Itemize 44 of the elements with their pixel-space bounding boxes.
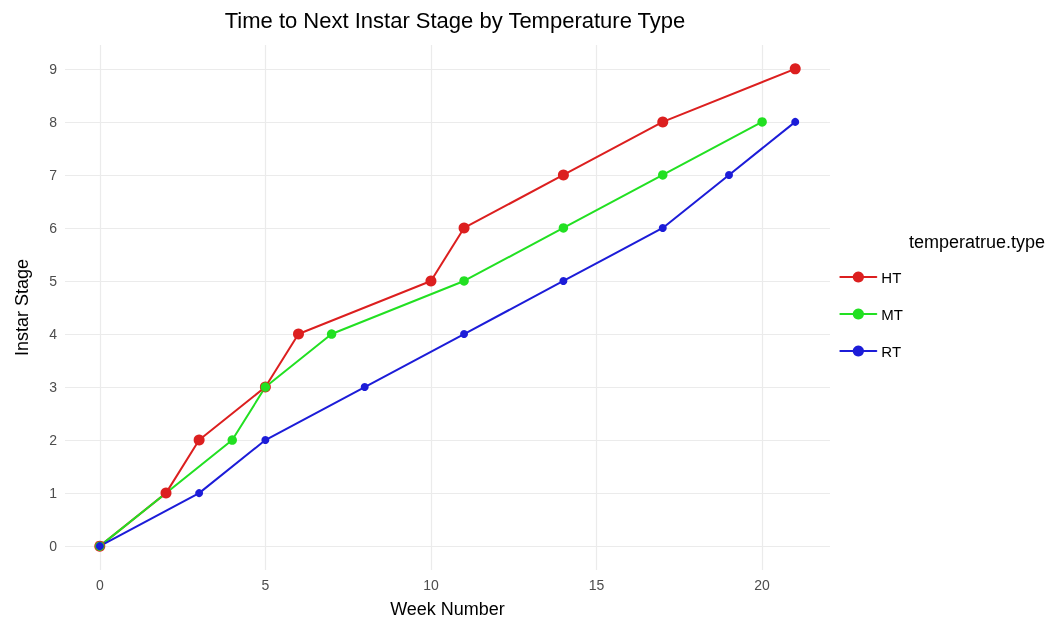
point (658, 170, 668, 180)
point (459, 276, 469, 286)
legend-label: HT (881, 268, 902, 286)
point (757, 117, 767, 127)
point (657, 116, 669, 128)
legend-label: RT (881, 342, 902, 360)
y-axis-title: Instar Stage (12, 258, 32, 357)
point (193, 434, 205, 446)
point (360, 383, 369, 392)
point (195, 489, 204, 498)
point (558, 223, 569, 233)
point (261, 436, 270, 445)
point (791, 117, 800, 126)
y-tick-label: 3 (49, 379, 58, 396)
y-tick-label: 5 (49, 272, 58, 289)
point (658, 223, 667, 232)
y-tick-label: 2 (49, 432, 58, 449)
legend-label: MT (881, 305, 904, 323)
y-tick-label: 8 (49, 113, 58, 130)
y-tick-label: 7 (49, 166, 58, 183)
x-tick-label: 15 (588, 577, 605, 593)
x-tick-label: 20 (754, 577, 771, 593)
point (789, 63, 801, 75)
point (725, 170, 733, 179)
point (460, 330, 469, 339)
x-axis-title: Week Number (390, 599, 505, 619)
y-tick-label: 1 (49, 485, 58, 502)
x-tick-label: 0 (95, 577, 104, 593)
point (326, 329, 337, 339)
y-tick-label: 0 (49, 538, 58, 555)
point (425, 275, 437, 287)
legend-title: temperatrue.type (908, 232, 1046, 252)
point (292, 328, 304, 340)
point (557, 169, 569, 181)
chart-title: Time to Next Instar Stage by Temperature Type (224, 7, 686, 33)
x-tick-label: 10 (423, 577, 439, 593)
y-tick-label: 4 (49, 326, 58, 343)
point (160, 487, 172, 499)
y-tick-label: 9 (49, 60, 58, 77)
x-tick-label: 5 (261, 577, 270, 593)
point (458, 222, 470, 234)
point (559, 276, 568, 285)
point (227, 435, 237, 445)
y-tick-label: 6 (49, 219, 58, 236)
